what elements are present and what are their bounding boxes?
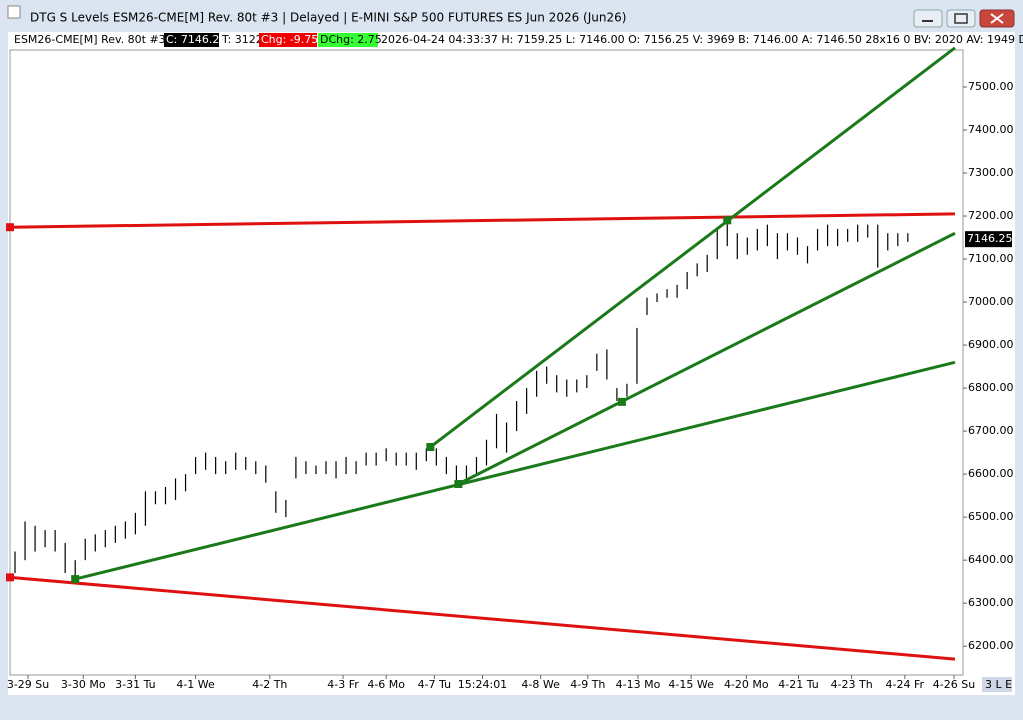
anchor-point bbox=[426, 443, 435, 452]
x-tick-label: 3-31 Tu bbox=[115, 678, 155, 691]
x-tick-label: 4-26 Su bbox=[933, 678, 975, 691]
info-dchg: DChg: 2.75 bbox=[320, 33, 382, 46]
corner-label: 3 L E bbox=[985, 678, 1012, 691]
x-tick-label: 4-6 Mo bbox=[367, 678, 405, 691]
plot-border bbox=[9, 49, 964, 676]
info-symbol: ESM26-CME[M] Rev. 80t #3 bbox=[14, 33, 166, 46]
chart-panel bbox=[8, 32, 1015, 695]
chg-badge bbox=[259, 33, 317, 47]
info-close: C: 7146.25 bbox=[166, 33, 226, 46]
y-tick-label: 6200.00 bbox=[968, 639, 1014, 652]
close-badge bbox=[164, 33, 219, 47]
x-tick-label: 4-8 We bbox=[521, 678, 560, 691]
info-chg: Chg: -9.75 bbox=[261, 33, 318, 46]
dchg-badge bbox=[318, 33, 378, 47]
info-rest: 2026-04-24 04:33:37 H: 7159.25 L: 7146.0… bbox=[381, 33, 1023, 46]
minimize-button[interactable] bbox=[913, 9, 943, 28]
x-tick-label: 4-21 Tu bbox=[778, 678, 818, 691]
x-tick-label: 4-24 Fr bbox=[886, 678, 925, 691]
y-tick-label: 6800.00 bbox=[968, 381, 1014, 394]
y-tick-label: 6400.00 bbox=[968, 553, 1014, 566]
y-tick-label: 6300.00 bbox=[968, 596, 1014, 609]
y-tick-label: 7300.00 bbox=[968, 166, 1014, 179]
y-tick-label: 6600.00 bbox=[968, 467, 1014, 480]
x-tick-label: 4-7 Tu bbox=[418, 678, 451, 691]
maximize-icon bbox=[954, 13, 968, 24]
info-trades: T: 3122 bbox=[221, 33, 263, 46]
close-icon bbox=[990, 13, 1004, 24]
window-title: DTG S Levels ESM26-CME[M] Rev. 80t #3 | … bbox=[30, 11, 626, 25]
y-tick-label: 7400.00 bbox=[968, 123, 1014, 136]
x-tick-label: 15:24:01 bbox=[458, 678, 507, 691]
anchor-point bbox=[6, 573, 14, 582]
x-tick-label: 4-9 Th bbox=[570, 678, 605, 691]
window-icon bbox=[7, 5, 21, 19]
y-tick-label: 7200.00 bbox=[968, 209, 1014, 222]
y-tick-label: 6900.00 bbox=[968, 338, 1014, 351]
trendline bbox=[429, 46, 956, 449]
x-tick-label: 4-1 We bbox=[176, 678, 215, 691]
trendline bbox=[457, 231, 956, 486]
x-tick-label: 3-29 Su bbox=[7, 678, 49, 691]
anchor-point bbox=[723, 216, 732, 225]
x-tick-label: 4-20 Mo bbox=[724, 678, 769, 691]
x-tick-label: 4-3 Fr bbox=[327, 678, 359, 691]
anchor-point bbox=[617, 397, 626, 406]
corner-box bbox=[982, 677, 1012, 692]
x-tick-label: 4-15 We bbox=[668, 678, 714, 691]
anchor-point bbox=[71, 575, 80, 584]
maximize-button[interactable] bbox=[946, 9, 976, 28]
y-tick-label: 6500.00 bbox=[968, 510, 1014, 523]
anchor-point bbox=[454, 480, 463, 489]
x-tick-label: 4-2 Th bbox=[252, 678, 287, 691]
y-tick-label: 6700.00 bbox=[968, 424, 1014, 437]
anchor-point bbox=[6, 223, 14, 232]
trendline bbox=[9, 212, 955, 229]
trendline bbox=[74, 360, 956, 581]
last-price-label: 7146.25 bbox=[967, 232, 1013, 245]
x-tick-label: 4-23 Th bbox=[831, 678, 873, 691]
trendline bbox=[9, 575, 956, 661]
y-tick-label: 7000.00 bbox=[968, 295, 1014, 308]
y-tick-label: 7500.00 bbox=[968, 80, 1014, 93]
last-price-box bbox=[965, 231, 1012, 248]
y-tick-label: 7100.00 bbox=[968, 252, 1014, 265]
x-tick-label: 4-13 Mo bbox=[616, 678, 661, 691]
x-tick-label: 3-30 Mo bbox=[61, 678, 106, 691]
